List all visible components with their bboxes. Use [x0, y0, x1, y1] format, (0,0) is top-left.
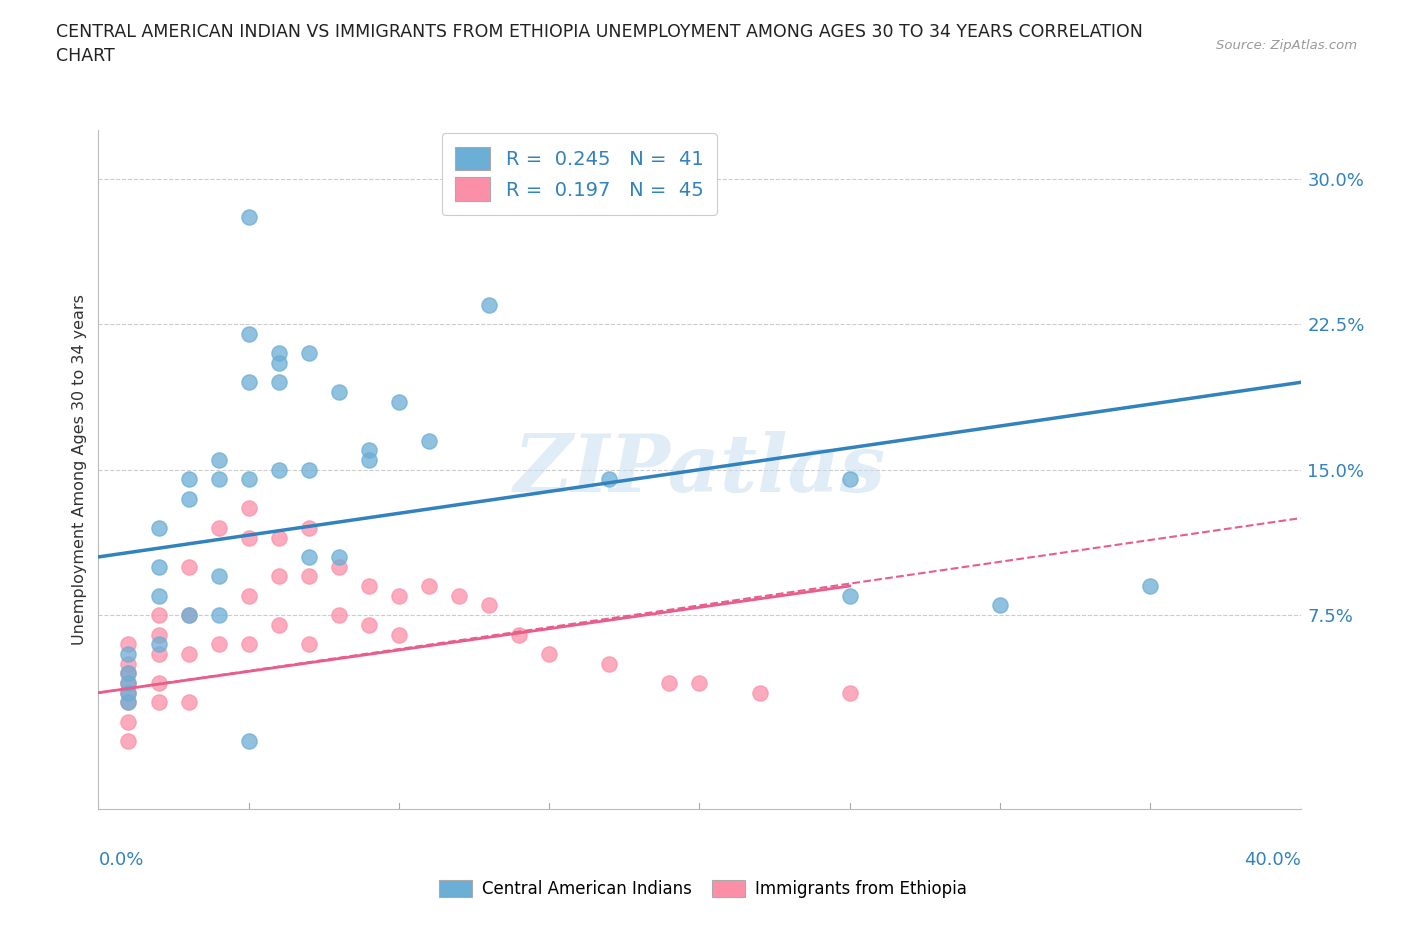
Point — [117, 646, 139, 661]
Point — [148, 637, 170, 652]
Point — [148, 607, 170, 622]
Point — [538, 646, 561, 661]
Point — [117, 675, 139, 690]
Point — [267, 355, 290, 370]
Point — [117, 666, 139, 681]
Text: ZIPatlas: ZIPatlas — [513, 431, 886, 509]
Point — [838, 589, 860, 604]
Y-axis label: Unemployment Among Ages 30 to 34 years: Unemployment Among Ages 30 to 34 years — [72, 294, 87, 645]
Point — [658, 675, 681, 690]
Point — [298, 346, 321, 361]
Point — [117, 714, 139, 729]
Point — [238, 734, 260, 749]
Point — [328, 559, 350, 574]
Point — [117, 637, 139, 652]
Text: 40.0%: 40.0% — [1244, 851, 1301, 870]
Point — [298, 462, 321, 477]
Point — [1139, 578, 1161, 593]
Point — [298, 550, 321, 565]
Point — [117, 666, 139, 681]
Point — [598, 657, 620, 671]
Point — [328, 385, 350, 400]
Point — [117, 657, 139, 671]
Point — [148, 589, 170, 604]
Point — [508, 627, 530, 642]
Point — [208, 472, 231, 486]
Point — [177, 472, 200, 486]
Point — [478, 298, 501, 312]
Point — [298, 521, 321, 536]
Text: CENTRAL AMERICAN INDIAN VS IMMIGRANTS FROM ETHIOPIA UNEMPLOYMENT AMONG AGES 30 T: CENTRAL AMERICAN INDIAN VS IMMIGRANTS FR… — [56, 23, 1143, 65]
Point — [598, 472, 620, 486]
Point — [447, 589, 470, 604]
Point — [177, 491, 200, 506]
Point — [208, 637, 231, 652]
Point — [357, 618, 380, 632]
Point — [117, 685, 139, 700]
Point — [357, 443, 380, 458]
Point — [177, 695, 200, 710]
Point — [177, 646, 200, 661]
Point — [328, 550, 350, 565]
Point — [238, 530, 260, 545]
Point — [208, 569, 231, 584]
Point — [117, 734, 139, 749]
Point — [208, 607, 231, 622]
Point — [148, 559, 170, 574]
Point — [388, 394, 411, 409]
Point — [357, 453, 380, 468]
Point — [238, 210, 260, 225]
Point — [238, 637, 260, 652]
Point — [238, 326, 260, 341]
Legend: R =  0.245   N =  41, R =  0.197   N =  45: R = 0.245 N = 41, R = 0.197 N = 45 — [441, 133, 717, 215]
Point — [267, 462, 290, 477]
Point — [148, 695, 170, 710]
Point — [418, 578, 440, 593]
Point — [267, 530, 290, 545]
Point — [267, 569, 290, 584]
Point — [298, 637, 321, 652]
Point — [388, 627, 411, 642]
Point — [148, 646, 170, 661]
Point — [838, 685, 860, 700]
Point — [177, 559, 200, 574]
Point — [177, 607, 200, 622]
Point — [267, 618, 290, 632]
Point — [208, 521, 231, 536]
Legend: Central American Indians, Immigrants from Ethiopia: Central American Indians, Immigrants fro… — [432, 873, 974, 905]
Point — [388, 589, 411, 604]
Point — [117, 685, 139, 700]
Point — [267, 346, 290, 361]
Point — [328, 607, 350, 622]
Point — [357, 578, 380, 593]
Point — [748, 685, 770, 700]
Text: 0.0%: 0.0% — [98, 851, 143, 870]
Point — [478, 598, 501, 613]
Point — [117, 695, 139, 710]
Point — [238, 501, 260, 516]
Point — [148, 521, 170, 536]
Point — [267, 375, 290, 390]
Point — [238, 375, 260, 390]
Text: Source: ZipAtlas.com: Source: ZipAtlas.com — [1216, 39, 1357, 52]
Point — [988, 598, 1011, 613]
Point — [238, 472, 260, 486]
Point — [689, 675, 711, 690]
Point — [117, 675, 139, 690]
Point — [238, 589, 260, 604]
Point — [117, 695, 139, 710]
Point — [298, 569, 321, 584]
Point — [148, 627, 170, 642]
Point — [177, 607, 200, 622]
Point — [148, 675, 170, 690]
Point — [418, 433, 440, 448]
Point — [838, 472, 860, 486]
Point — [208, 453, 231, 468]
